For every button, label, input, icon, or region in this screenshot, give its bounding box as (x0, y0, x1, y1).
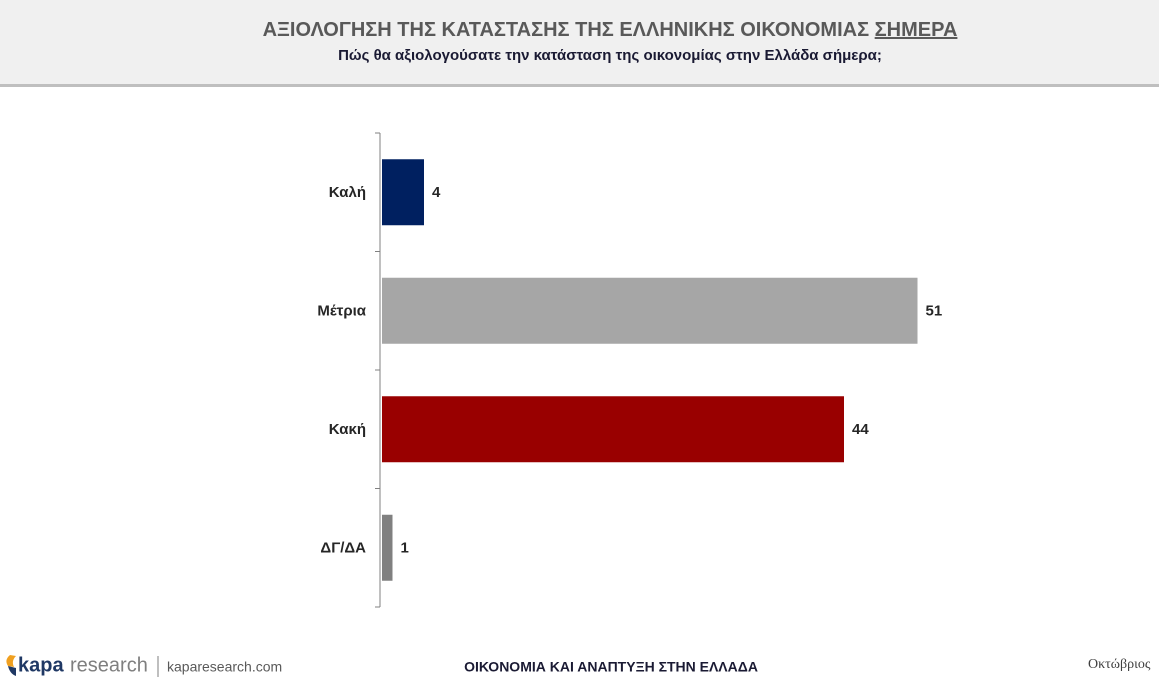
bar (382, 396, 844, 463)
value-label: 44 (852, 421, 869, 438)
chart-title: ΑΞΙΟΛΟΓΗΣΗ ΤΗΣ ΚΑΤΑΣΤΑΣΗΣ ΤΗΣ ΕΛΛΗΝΙΚΗΣ … (263, 19, 958, 41)
category-label: ΔΓ/ΔΑ (320, 540, 366, 557)
title-main: ΑΞΙΟΛΟΓΗΣΗ ΤΗΣ ΚΑΤΑΣΤΑΣΗΣ ΤΗΣ ΕΛΛΗΝΙΚΗΣ … (263, 19, 870, 41)
value-label: 1 (401, 540, 409, 557)
logo-kapa: kapa (18, 654, 64, 676)
footer-date: Οκτώβριος (1088, 657, 1151, 672)
logo-research: research (70, 654, 148, 676)
value-label: 4 (432, 184, 441, 201)
title-emphasis: ΣΗΜΕΡΑ (875, 19, 958, 41)
header-band (0, 0, 1159, 84)
category-label: Κακή (329, 421, 366, 438)
category-label: Καλή (329, 184, 366, 201)
logo-mark (6, 655, 17, 667)
footer-title: ΟΙΚΟΝΟΜΙΑ ΚΑΙ ΑΝΑΠΤΥΞΗ ΣΤΗΝ ΕΛΛΑΔΑ (464, 659, 758, 675)
chart-subtitle: Πώς θα αξιολογούσατε την κατάσταση της ο… (338, 47, 882, 64)
category-label: Μέτρια (317, 303, 366, 320)
website: kaparesearch.com (167, 659, 282, 675)
bar (382, 277, 918, 344)
header-shadow (0, 84, 1159, 87)
value-label: 51 (926, 303, 943, 320)
bar (382, 159, 424, 226)
logo-mark (8, 666, 16, 676)
bar (382, 514, 393, 581)
